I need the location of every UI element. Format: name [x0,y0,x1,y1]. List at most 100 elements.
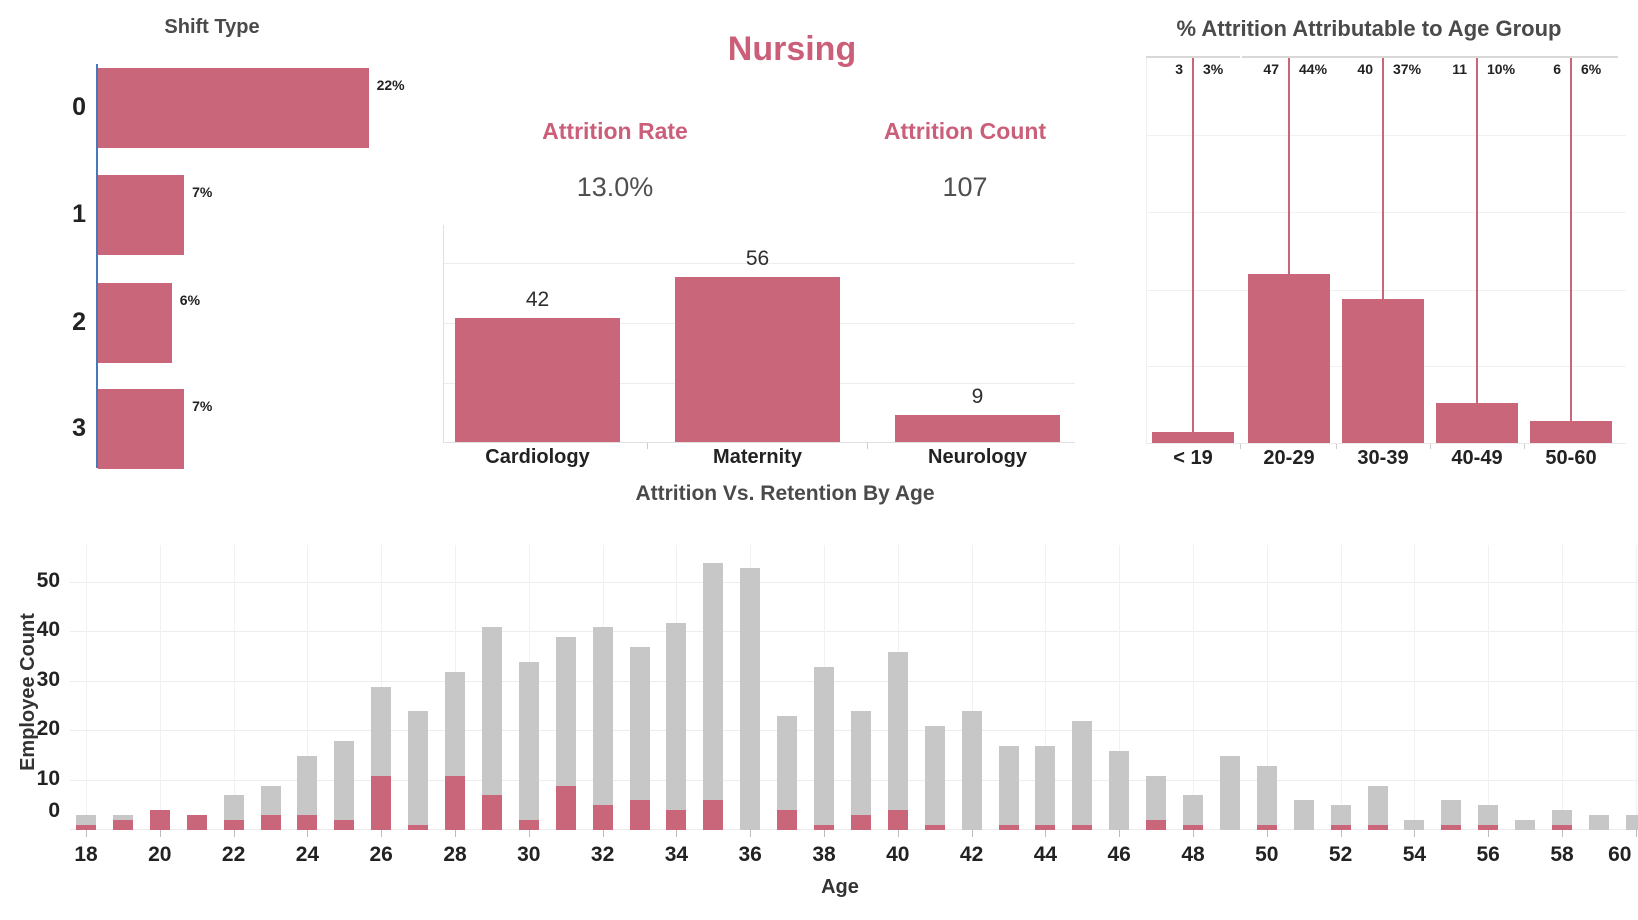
agegroup-category-label: 20-29 [1263,447,1315,469]
agegroup-category-label: 30-39 [1357,447,1409,469]
age-bar-27-attrition[interactable] [408,825,429,830]
age-bar-20-attrition[interactable] [149,810,170,830]
age-bar-43-attrition[interactable] [998,825,1019,830]
age-bar-45-attrition[interactable] [1072,825,1093,830]
age-bar-48-attrition[interactable] [1183,825,1203,830]
age-bar-23-attrition[interactable] [260,815,281,830]
age-bar-23-retention[interactable] [260,785,281,816]
age-bar-28-attrition[interactable] [445,775,465,830]
age-bar-37-attrition[interactable] [777,810,798,830]
age-bar-30-attrition[interactable] [518,820,539,830]
age-bar-21-attrition[interactable] [186,815,207,830]
agegroup-category-label: < 19 [1173,447,1213,469]
age-bar-50-retention[interactable] [1256,765,1277,826]
age-bar-59-retention[interactable] [1588,815,1609,830]
age-bar-29-attrition[interactable] [481,795,502,830]
age-bar-36-retention[interactable] [740,568,761,830]
age-bar-34-retention[interactable] [666,622,687,811]
age-bar-38-attrition[interactable] [814,825,834,830]
age-bar-52-attrition[interactable] [1330,825,1351,830]
agegroup-bar-40-49[interactable] [1436,403,1518,443]
age-bar-33-retention[interactable] [629,647,650,801]
age-bar-42-retention[interactable] [961,711,982,830]
age-bar-47-retention[interactable] [1146,775,1167,821]
dept-bar-maternity[interactable] [675,276,840,442]
x-tick-label: 60 [1608,843,1632,866]
age-bar-29-retention[interactable] [481,627,502,796]
x-tick-label: 22 [221,843,246,866]
shift-bar-value-label: 7% [192,398,213,414]
age-bar-58-retention[interactable] [1552,810,1572,826]
agegroup-bar-20-29[interactable] [1248,273,1330,443]
age-bar-40-attrition[interactable] [887,810,908,830]
dept-bar-cardiology[interactable] [455,318,620,442]
age-bar-53-attrition[interactable] [1367,825,1388,830]
age-bar-31-retention[interactable] [555,637,576,786]
age-bar-22-retention[interactable] [223,795,244,821]
age-bar-18-retention[interactable] [76,815,96,826]
age-bar-26-retention[interactable] [371,686,392,776]
age-bar-26-attrition[interactable] [371,775,392,830]
age-bar-32-retention[interactable] [592,627,613,806]
age-bar-41-attrition[interactable] [924,825,945,830]
agegroup-bar-50-60[interactable] [1530,421,1612,443]
age-bar-30-retention[interactable] [518,662,539,821]
shift-bar-1[interactable] [98,175,185,255]
department-chart-plot: 42 Cardiology 56 Maternity 9 Neurology [420,0,1100,470]
age-bar-40-retention[interactable] [887,652,908,811]
age-bar-54-retention[interactable] [1404,820,1425,830]
age-bar-57-retention[interactable] [1515,820,1536,830]
age-bar-39-retention[interactable] [850,711,871,816]
agegroup-bar-30-39[interactable] [1342,299,1424,443]
age-bar-24-attrition[interactable] [297,815,318,830]
age-bar-46-retention[interactable] [1109,750,1130,830]
age-bar-49-retention[interactable] [1219,755,1240,830]
age-bar-31-attrition[interactable] [555,785,576,830]
age-bar-19-attrition[interactable] [112,820,133,830]
age-bar-24-retention[interactable] [297,755,318,816]
age-bar-44-retention[interactable] [1035,746,1056,826]
age-bar-25-attrition[interactable] [334,820,355,830]
age-bar-60-retention[interactable] [1625,815,1638,830]
age-bar-28-retention[interactable] [445,671,465,776]
age-bar-19-retention[interactable] [112,815,133,821]
age-bar-18-attrition[interactable] [76,825,96,830]
age-bar-33-attrition[interactable] [629,800,650,830]
age-bar-56-retention[interactable] [1478,805,1499,826]
age-bar-48-retention[interactable] [1183,795,1203,826]
age-bar-47-attrition[interactable] [1146,820,1167,830]
age-bar-55-attrition[interactable] [1441,825,1462,830]
age-bar-56-attrition[interactable] [1478,825,1499,830]
age-bar-32-attrition[interactable] [592,805,613,830]
age-bar-55-retention[interactable] [1441,800,1462,826]
age-bar-44-attrition[interactable] [1035,825,1056,830]
age-bar-22-attrition[interactable] [223,820,244,830]
age-bar-45-retention[interactable] [1072,721,1093,826]
age-bar-50-attrition[interactable] [1256,825,1277,830]
shift-bar-3[interactable] [98,389,185,469]
age-bar-27-retention[interactable] [408,711,429,826]
age-bar-39-attrition[interactable] [850,815,871,830]
nursing-department-chart: Nursing Attrition Rate 13.0% Attrition C… [420,0,1100,470]
dept-bar-neurology[interactable] [895,415,1060,442]
age-bar-35-attrition[interactable] [703,800,724,830]
age-bar-58-attrition[interactable] [1552,825,1572,830]
shift-bar-2[interactable] [98,283,172,363]
agegroup-drop-line [1476,58,1478,404]
shift-bar-0[interactable] [98,68,369,148]
agegroup-bar-<19[interactable] [1152,432,1234,443]
shift-category-label: 2 [72,308,86,336]
age-bar-38-retention[interactable] [814,666,834,826]
age-bar-52-retention[interactable] [1330,805,1351,826]
age-bar-37-retention[interactable] [777,716,798,811]
age-bar-43-retention[interactable] [998,746,1019,826]
gridline [159,545,161,830]
age-bar-51-retention[interactable] [1293,800,1314,830]
age-bar-25-retention[interactable] [334,741,355,821]
age-bar-34-attrition[interactable] [666,810,687,830]
age-bar-35-retention[interactable] [703,563,724,801]
agegroup-pct-label: 44% [1299,61,1328,77]
age-bar-41-retention[interactable] [924,726,945,826]
age-bar-53-retention[interactable] [1367,785,1388,826]
gridline [1414,545,1416,830]
